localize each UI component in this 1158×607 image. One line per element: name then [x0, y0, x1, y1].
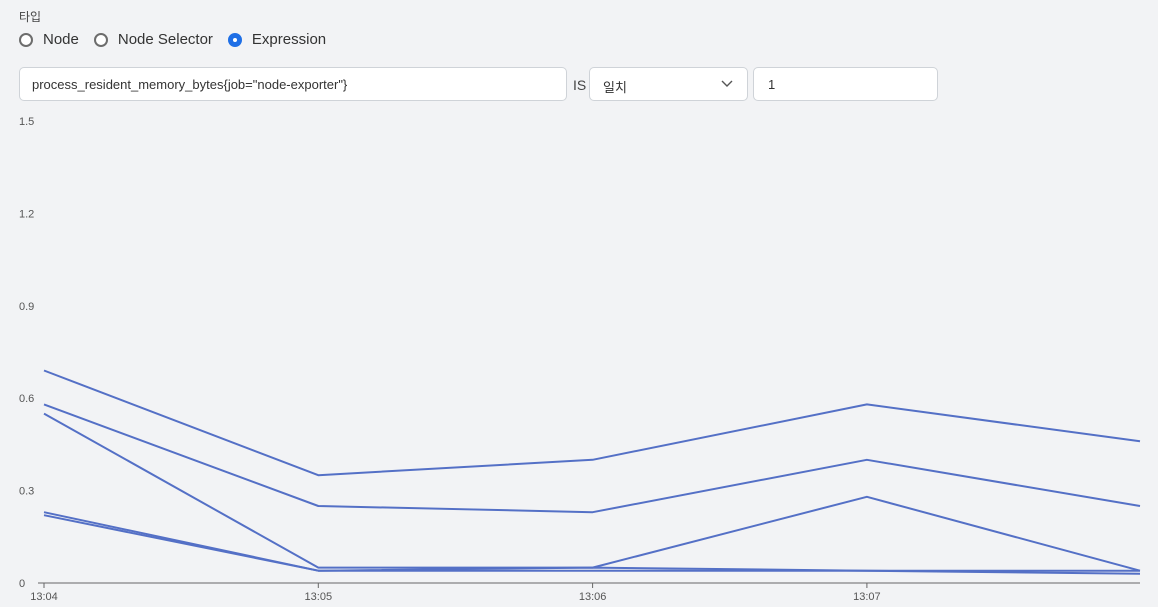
y-tick-label: 1.2 [19, 208, 34, 220]
type-label: 타입 [19, 10, 42, 24]
radio-expression-label: Expression [251, 31, 327, 48]
radio-expression-circle[interactable] [227, 32, 242, 47]
type-radio-group: Node Node Selector Expression [19, 31, 341, 48]
y-tick-label: 1.5 [19, 116, 34, 128]
y-axis: 0 0.3 0.6 0.9 1.2 1.5 [19, 116, 34, 590]
y-tick-label: 0 [19, 578, 25, 590]
series-line-4 [43, 511, 1140, 572]
y-tick-label: 0.3 [19, 486, 34, 498]
y-tick-label: 0.6 [19, 393, 34, 405]
expression-input[interactable] [19, 67, 567, 101]
memory-line-chart: 0 0.3 0.6 0.9 1.2 1.5 13:04 13:05 13:06 13:07 [19, 116, 1141, 603]
radio-node-selector[interactable]: Node Selector [93, 31, 213, 48]
series-line-2 [43, 403, 1141, 514]
series-line-1 [43, 369, 1141, 477]
radio-expression[interactable]: Expression [227, 31, 327, 48]
x-tick-label: 13:05 [305, 591, 333, 603]
x-tick-label: 13:04 [30, 591, 58, 603]
series-line-5 [43, 514, 1141, 575]
chevron-down-icon [721, 80, 733, 87]
threshold-input[interactable] [753, 67, 938, 101]
x-tick-label: 13:06 [579, 591, 607, 603]
y-tick-label: 0.9 [19, 301, 34, 313]
radio-node-label: Node [43, 31, 79, 48]
radio-node[interactable]: Node [19, 31, 79, 48]
x-axis: 13:04 13:05 13:06 13:07 [30, 582, 1140, 603]
operator-select-value: 일치 [603, 80, 627, 95]
radio-node-selector-label: Node Selector [117, 31, 213, 48]
radio-node-selector-circle[interactable] [93, 32, 108, 47]
radio-node-circle[interactable] [19, 32, 33, 47]
is-label: IS [573, 77, 587, 93]
operator-select[interactable]: 일치 [589, 67, 748, 101]
series-group [43, 369, 1141, 575]
x-tick-label: 13:07 [853, 591, 881, 603]
